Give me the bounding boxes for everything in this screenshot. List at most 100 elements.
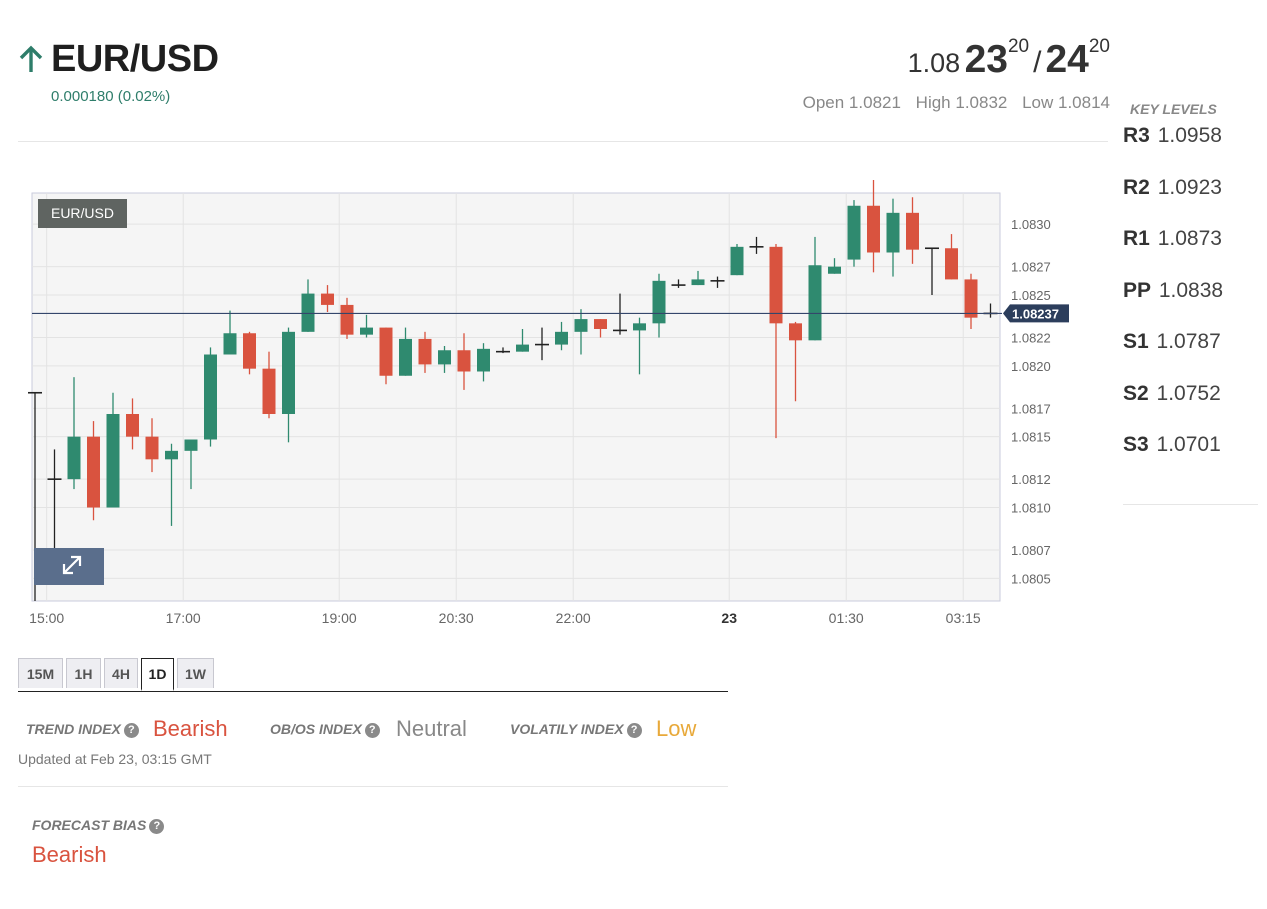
ask-big-figure: 24 — [1045, 38, 1089, 81]
y-tick-label: 1.0815 — [1011, 430, 1051, 445]
candle-body — [282, 331, 295, 414]
arrow-up-icon — [19, 45, 43, 72]
y-tick-label: 1.0827 — [1011, 260, 1051, 275]
key-level-name: R1 — [1123, 227, 1150, 250]
candle-body — [516, 344, 529, 352]
y-tick-label: 1.0820 — [1011, 359, 1051, 374]
candle-body — [165, 450, 178, 460]
candle-body — [633, 323, 646, 331]
candle-body — [67, 436, 81, 480]
chart-pair-tag — [38, 199, 127, 228]
trend-index-value: Bearish — [153, 716, 228, 741]
y-tick-label: 1.0812 — [1011, 472, 1051, 487]
ohl-summary: Open 1.0821 High 1.0832 Low 1.0814 — [760, 93, 1110, 113]
candle-body — [886, 212, 900, 253]
tab-4h[interactable]: 4H — [104, 658, 138, 688]
x-tick-label: 22:00 — [556, 610, 591, 626]
help-icon[interactable]: ? — [364, 723, 380, 738]
trend-index-label: TREND INDEX? — [26, 721, 139, 738]
key-level-s1: S1 1.0787 — [1123, 330, 1221, 354]
tab-1d[interactable]: 1D — [141, 658, 174, 691]
x-tick-label: 15:00 — [29, 610, 64, 626]
forecast-bias-value: Bearish — [32, 842, 107, 867]
header-divider — [18, 141, 1108, 142]
key-level-value: 1.0958 — [1151, 124, 1222, 147]
candle-body — [301, 293, 315, 332]
x-tick-label: 23 — [721, 610, 737, 626]
key-level-value: 1.0787 — [1150, 330, 1221, 353]
tab-1w[interactable]: 1W — [177, 658, 214, 688]
y-tick-label: 1.0822 — [1011, 331, 1051, 346]
candle-body — [106, 414, 120, 508]
current-price-label: 1.08237 — [1012, 306, 1059, 321]
candle-body — [789, 323, 802, 341]
x-tick-label: 20:30 — [439, 610, 474, 626]
open-value: Open 1.0821 — [802, 93, 901, 112]
help-icon[interactable]: ? — [123, 723, 139, 738]
key-level-name: S1 — [1123, 330, 1149, 353]
candle-body — [945, 248, 958, 280]
tab-1h[interactable]: 1H — [66, 658, 101, 688]
help-icon[interactable]: ? — [149, 819, 165, 834]
candle-body — [808, 265, 822, 341]
forecast-bias-label: FORECAST BIAS? — [32, 817, 165, 834]
key-level-r1: R1 1.0873 — [1123, 227, 1222, 251]
low-value: Low 1.0814 — [1022, 93, 1110, 112]
candle-body — [321, 293, 334, 305]
help-icon[interactable]: ? — [626, 723, 642, 738]
candle-body — [87, 436, 100, 508]
candle-body — [906, 212, 919, 250]
candle-body — [730, 246, 744, 276]
candle-body — [379, 327, 393, 376]
key-level-r3: R3 1.0958 — [1123, 124, 1222, 148]
key-level-name: R2 — [1123, 175, 1150, 199]
updated-timestamp: Updated at Feb 23, 03:15 GMT — [18, 751, 212, 767]
candle-body — [223, 333, 237, 355]
candle-body — [457, 350, 471, 372]
key-level-r2: R2 1.0923 — [1123, 176, 1222, 200]
key-level-value: 1.0873 — [1151, 227, 1222, 250]
candle-body — [438, 350, 451, 365]
candle-body — [847, 205, 861, 260]
key-levels-title: KEY LEVELS — [1130, 101, 1217, 117]
key-level-name: S2 — [1123, 381, 1149, 405]
key-levels-divider — [1123, 504, 1258, 505]
pair-title: EUR/USD — [51, 38, 219, 80]
key-level-name: R3 — [1123, 124, 1150, 147]
y-tick-label: 1.0805 — [1011, 571, 1051, 586]
volatility-index-label: VOLATILY INDEX? — [510, 721, 642, 738]
key-level-s3: S3 1.0701 — [1123, 433, 1221, 457]
y-tick-label: 1.0830 — [1011, 217, 1051, 232]
key-level-value: 1.0701 — [1150, 433, 1221, 456]
price-chart[interactable]: 1.0805 1.0807 1.0810 1.0812 1.0815 1.0817 1.08… — [0, 180, 1080, 640]
bid-pipette: 20 — [1007, 36, 1030, 57]
y-tick-label: 1.0825 — [1011, 288, 1051, 303]
tab-15m[interactable]: 15M — [18, 658, 63, 688]
candle-body — [594, 319, 607, 329]
bid-prefix: 1.08 — [907, 48, 961, 78]
candle-body — [184, 439, 198, 451]
y-tick-label: 1.0810 — [1011, 501, 1051, 516]
candle-body — [555, 331, 568, 345]
candle-body — [477, 348, 490, 372]
candle-body — [574, 319, 588, 332]
quote-separator: / — [1033, 46, 1042, 79]
chart-pair-label: EUR/USD — [51, 205, 114, 221]
x-tick-label: 01:30 — [829, 610, 864, 626]
candle-body — [145, 436, 159, 460]
key-level-name: PP — [1123, 278, 1152, 302]
obos-index-label: OB/OS INDEX? — [270, 721, 380, 738]
y-tick-label: 1.0807 — [1011, 543, 1051, 558]
indices-divider — [18, 786, 728, 787]
candle-body — [360, 327, 373, 335]
candle-body — [399, 338, 412, 376]
ask-pipette: 20 — [1088, 36, 1110, 57]
x-tick-label: 17:00 — [166, 610, 201, 626]
key-level-pp: PP 1.0838 — [1123, 279, 1223, 303]
candle-body — [204, 354, 217, 440]
plot-area — [31, 192, 1001, 602]
obos-index-value: Neutral — [396, 716, 467, 741]
timeframe-tabs: 15M 1H 4H 1D 1W — [18, 658, 728, 692]
key-level-value: 1.0838 — [1153, 278, 1224, 302]
key-level-s2: S2 1.0752 — [1123, 382, 1221, 406]
